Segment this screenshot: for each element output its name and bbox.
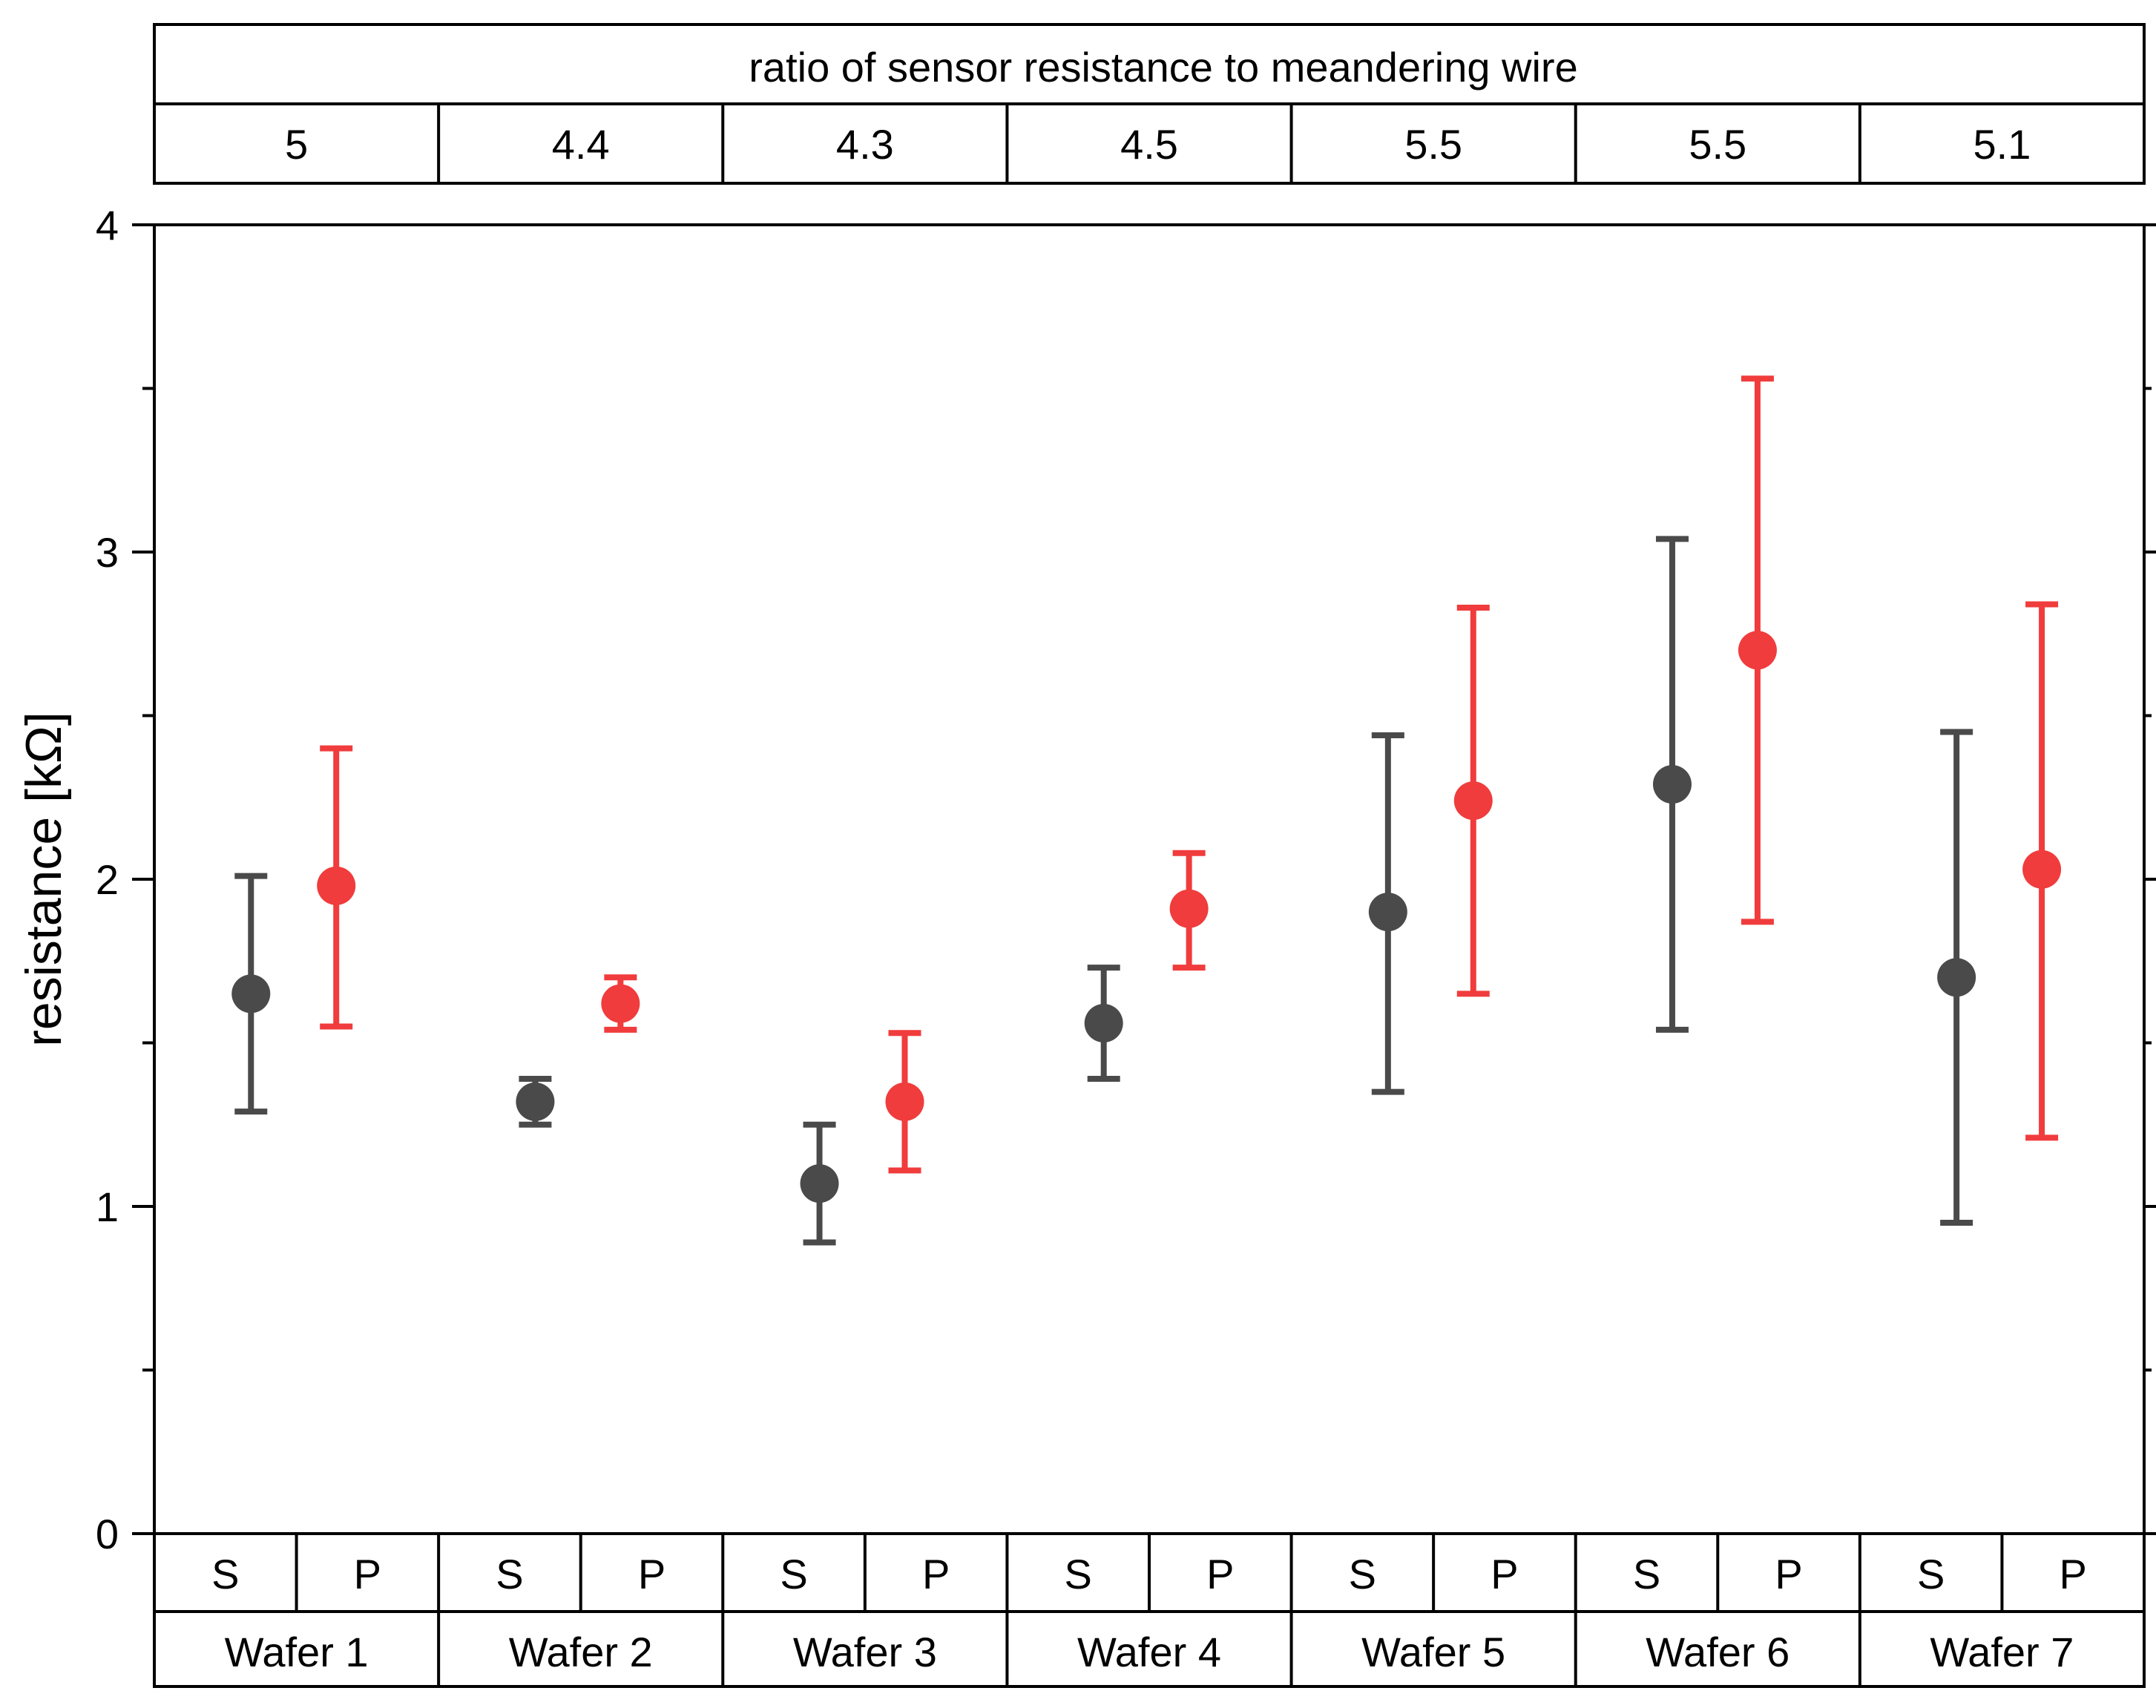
- ratio-header: ratio of sensor resistance to meandering…: [153, 23, 2146, 185]
- data-marker: [1738, 631, 1777, 670]
- data-marker: [317, 866, 356, 905]
- wafer-label: Wafer 5: [1361, 1629, 1505, 1675]
- data-point-p-wafer-6: [1738, 375, 1777, 925]
- series-label-s: S: [1633, 1551, 1660, 1597]
- data-marker: [1084, 1004, 1123, 1043]
- series-label-s: S: [1065, 1551, 1092, 1597]
- series-label-p: P: [1775, 1551, 1802, 1597]
- data-marker: [1169, 889, 1209, 928]
- data-point-p-wafer-5: [1453, 604, 1493, 997]
- data-marker: [1453, 781, 1493, 821]
- data-point-s-wafer-1: [231, 873, 271, 1115]
- data-point-s-wafer-7: [1937, 729, 1976, 1226]
- plot-frame: [153, 223, 2146, 1535]
- ratio-value: 5: [285, 121, 308, 168]
- wafer-label: Wafer 3: [793, 1629, 937, 1675]
- data-point-s-wafer-2: [516, 1076, 555, 1128]
- series-label-s: S: [780, 1551, 807, 1597]
- data-marker: [231, 974, 271, 1014]
- series-label-s: S: [1917, 1551, 1945, 1597]
- y-tick-label: 3: [96, 529, 119, 576]
- ratio-value: 4.5: [1120, 121, 1178, 168]
- y-tick-label: 0: [96, 1511, 119, 1557]
- series-label-p: P: [354, 1551, 381, 1597]
- ratio-header-title: ratio of sensor resistance to meandering…: [749, 44, 1577, 91]
- data-marker: [2022, 850, 2062, 889]
- wafer-label: Wafer 6: [1646, 1629, 1789, 1675]
- data-point-p-wafer-4: [1169, 850, 1209, 971]
- data-marker: [601, 984, 640, 1023]
- data-point-s-wafer-5: [1368, 732, 1407, 1095]
- data-marker: [800, 1164, 839, 1203]
- series-label-s: S: [211, 1551, 239, 1597]
- data-marker: [1937, 958, 1976, 997]
- data-point-s-wafer-3: [800, 1121, 839, 1246]
- ratio-value: 4.4: [552, 121, 610, 168]
- wafer-label: Wafer 7: [1930, 1629, 2074, 1675]
- wafer-label: Wafer 1: [225, 1629, 369, 1675]
- series-label-p: P: [1491, 1551, 1518, 1597]
- plot-area: [153, 223, 2146, 1535]
- wafer-label: Wafer 2: [509, 1629, 653, 1675]
- data-marker: [1368, 893, 1407, 932]
- data-marker: [885, 1082, 924, 1121]
- series-label-s: S: [1349, 1551, 1376, 1597]
- y-tick-label: 1: [96, 1183, 119, 1230]
- ratio-value: 5.5: [1689, 121, 1746, 168]
- data-point-s-wafer-6: [1652, 536, 1692, 1033]
- ratio-value: 5.1: [1973, 121, 2031, 168]
- data-point-p-wafer-7: [2022, 601, 2062, 1141]
- y-axis-label: resistance [kΩ]: [16, 712, 72, 1046]
- data-marker: [516, 1082, 555, 1121]
- data-marker: [1652, 765, 1692, 804]
- series-label-p: P: [638, 1551, 665, 1597]
- y-axis: 0 1 2 3 4: [96, 202, 2156, 1557]
- y-tick-label: 2: [96, 856, 119, 903]
- data-point-p-wafer-2: [601, 974, 640, 1033]
- data-point-p-wafer-1: [317, 745, 356, 1030]
- series-label-p: P: [1206, 1551, 1234, 1597]
- data-point-p-wafer-3: [885, 1030, 924, 1174]
- ratio-value: 4.3: [836, 121, 894, 168]
- series-label-p: P: [2060, 1551, 2087, 1597]
- data-point-s-wafer-4: [1084, 965, 1123, 1083]
- data-marks: [231, 375, 2062, 1246]
- y-tick-label: 4: [96, 202, 119, 249]
- ratio-value: 5.5: [1404, 121, 1462, 168]
- series-label-p: P: [922, 1551, 950, 1597]
- series-label-s: S: [496, 1551, 523, 1597]
- wafer-label: Wafer 4: [1077, 1629, 1221, 1675]
- category-table: S P Wafer 1 S P Wafer 2 S P Wafer 3 S P Wafer 4 S P Wa…: [153, 1532, 2146, 1688]
